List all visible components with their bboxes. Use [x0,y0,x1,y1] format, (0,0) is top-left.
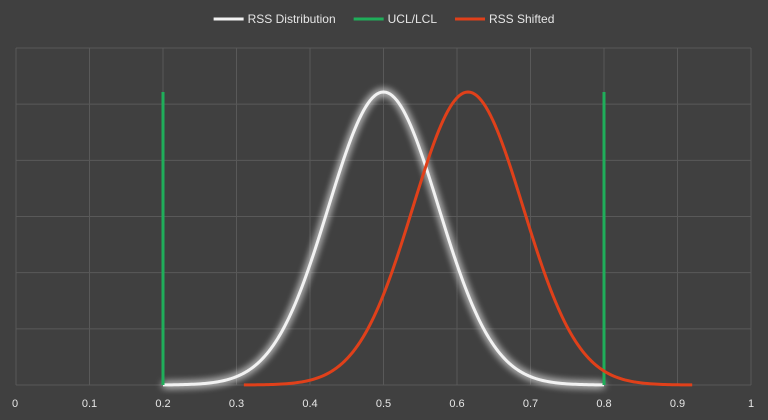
legend-item: RSS Distribution [213,12,336,26]
x-tick-label: 0.4 [302,398,317,410]
gridlines [15,47,752,386]
legend: RSS Distribution UCL/LCL RSS Shifted [213,12,554,26]
x-tick-label: 0.8 [596,398,611,410]
x-tick-label: 0 [12,398,18,410]
x-tick-label: 0.7 [523,398,538,410]
legend-label: UCL/LCL [388,12,438,26]
legend-item: RSS Shifted [455,12,554,26]
series-line-rss-shifted [243,90,693,387]
x-axis-ticks: 0 0.1 0.2 0.3 0.4 0.5 0.6 0.7 0.8 0.9 1 [12,398,754,410]
legend-label: RSS Distribution [248,12,336,26]
legend-item: UCL/LCL [353,12,438,26]
x-tick-label: 0.6 [449,398,464,410]
x-tick-label: 0.5 [376,398,391,410]
x-tick-label: 0.1 [82,398,97,410]
series-line-rss-distribution [162,90,605,387]
series-group [161,90,693,387]
x-tick-label: 1 [748,398,754,410]
x-tick-label: 0.9 [670,398,685,410]
x-tick-label: 0.3 [229,398,244,410]
x-tick-label: 0.2 [155,398,170,410]
legend-label: RSS Shifted [489,12,554,26]
